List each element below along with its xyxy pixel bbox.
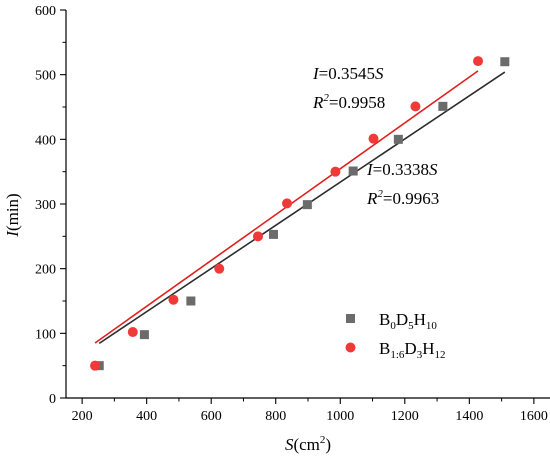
point-series-1 [214, 263, 225, 274]
fit-equation-value: =0.3338 [373, 160, 429, 179]
y-tick-label: 100 [35, 327, 56, 342]
r-squared-value: =0.9958 [329, 93, 385, 112]
legend-text: D [396, 310, 408, 329]
legend-label-0: B0D5H10 [379, 310, 437, 332]
y-tick-label: 400 [35, 133, 56, 148]
x-axis-title-unit: (cm [293, 435, 319, 454]
x-tick-label: 200 [72, 409, 93, 424]
r-squared-0: R2=0.9958 [312, 92, 385, 112]
x-tick-label: 400 [136, 409, 157, 424]
x-axis-title-sup: 2 [320, 434, 326, 446]
point-series-0 [438, 101, 448, 111]
y-axis-title-var: I [3, 230, 22, 238]
point-series-0 [139, 330, 149, 340]
fit-equation-0: I=0.3545S [312, 64, 384, 83]
x-axis-title: S(cm2) [285, 434, 331, 454]
y-tick-label: 300 [35, 198, 56, 213]
point-series-1 [368, 133, 379, 144]
legend-text: H [422, 339, 434, 358]
legend-text: B [379, 339, 390, 358]
legend-text: D [404, 339, 416, 358]
r-squared-1: R2=0.9963 [366, 188, 439, 208]
point-series-1 [410, 101, 421, 112]
point-series-1 [330, 166, 341, 177]
fit-lines [94, 70, 506, 345]
fit-equation-x: S [429, 160, 438, 179]
point-series-1 [90, 360, 101, 371]
legend-marker-square [346, 314, 355, 323]
point-series-0 [393, 134, 403, 144]
data-points [90, 56, 510, 371]
fit-equation-var: I [312, 64, 320, 83]
point-series-0 [186, 296, 196, 306]
fit-line-0 [98, 71, 506, 345]
x-tick-label: 800 [265, 409, 286, 424]
r-squared-label: R [312, 93, 324, 112]
fit-equation-var: I [366, 160, 374, 179]
y-tick-label: 0 [49, 392, 56, 407]
point-series-1 [282, 198, 293, 209]
r-squared-label: R [366, 189, 378, 208]
x-axis-title-var: S [285, 435, 294, 454]
r-squared-sup: 2 [377, 188, 383, 200]
x-tick-label: 1000 [326, 409, 354, 424]
y-tick-label: 600 [35, 4, 56, 19]
point-series-1 [252, 231, 263, 242]
y-axis-title-unit: (min) [3, 193, 22, 231]
legend-label-1: B1:6D3H12 [379, 339, 445, 361]
point-series-1 [168, 294, 179, 305]
x-tick-label: 1200 [391, 409, 419, 424]
y-tick-label: 200 [35, 263, 56, 278]
legend-marker-circle [345, 342, 356, 353]
fit-equation-1: I=0.3338S [366, 160, 438, 179]
y-tick-label: 500 [35, 69, 56, 84]
x-tick-label: 1400 [455, 409, 483, 424]
point-series-0 [500, 57, 510, 67]
legend-sub: 0 [390, 320, 396, 332]
x-tick-label: 600 [201, 409, 222, 424]
point-series-0 [302, 200, 312, 210]
legend-sub: 12 [434, 349, 445, 361]
point-series-0 [268, 229, 278, 239]
legend-sub: 3 [417, 349, 423, 361]
legend-text: H [414, 310, 426, 329]
legend-sub: 5 [408, 320, 414, 332]
x-axis-title-close: ) [325, 435, 331, 454]
point-series-1 [127, 327, 138, 338]
axes: 200 400 600 800 1000 1200 1400 1600010020030040… [3, 4, 550, 454]
point-series-1 [473, 56, 484, 67]
fit-equation-value: =0.3545 [319, 64, 375, 83]
y-axis-title: I(min) [3, 193, 22, 237]
fit-equation-x: S [375, 64, 384, 83]
legend-text: B [379, 310, 390, 329]
legend-sub: 10 [426, 320, 438, 332]
point-series-0 [348, 166, 358, 176]
r-squared-sup: 2 [323, 92, 329, 104]
x-tick-label: 1600 [520, 409, 548, 424]
legend-sub: 1:6 [390, 349, 405, 361]
r-squared-value: =0.9963 [383, 189, 439, 208]
